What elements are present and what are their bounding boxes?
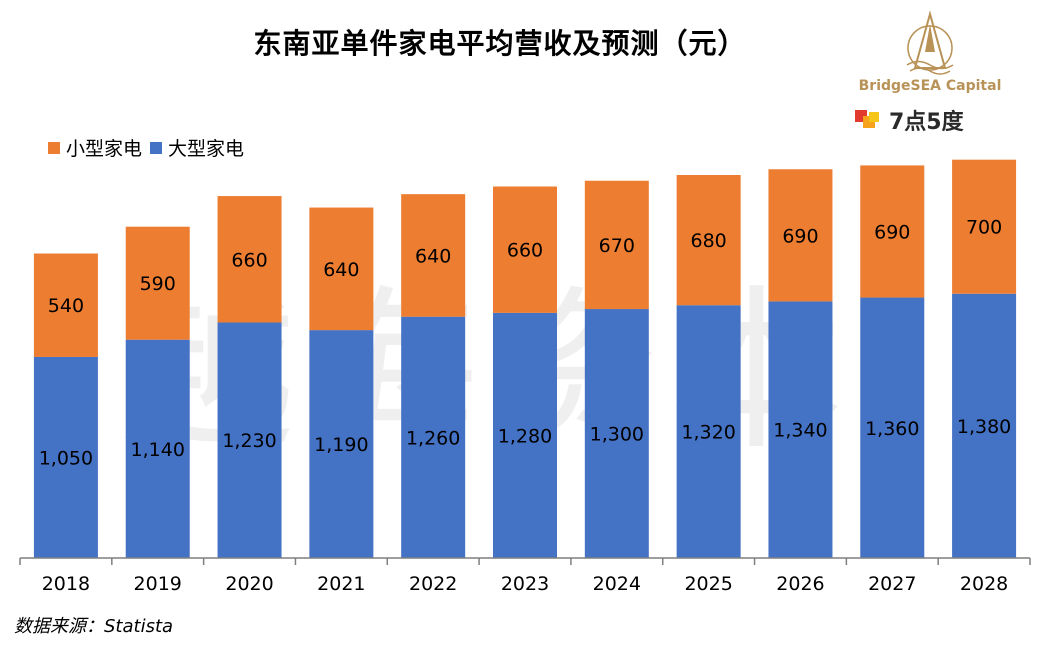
legend-swatch-small — [48, 141, 60, 154]
data-label-small: 590 — [140, 273, 176, 295]
bar-large — [676, 305, 741, 558]
brand-name: BridgeSEA Capital — [858, 78, 1002, 94]
bar-large — [860, 297, 925, 558]
data-label-small: 690 — [874, 221, 910, 243]
data-label-large: 1,360 — [865, 418, 919, 440]
legend: 小型家电 大型家电 — [48, 134, 252, 161]
bar-small — [125, 226, 190, 340]
x-tick-label: 2022 — [409, 573, 457, 595]
bar-small — [217, 196, 282, 323]
brand-secondary-text: 7点5度 — [889, 110, 964, 135]
bar-large — [401, 316, 466, 558]
data-label-small: 660 — [231, 249, 267, 271]
legend-item-small: 小型家电 — [48, 134, 142, 161]
bar-large — [309, 330, 374, 558]
bar-small — [952, 159, 1017, 294]
data-label-large: 1,380 — [957, 416, 1011, 438]
x-tick-label: 2025 — [684, 573, 732, 595]
data-label-small: 700 — [966, 217, 1002, 239]
bar-small — [309, 207, 374, 331]
x-tick-label: 2018 — [42, 573, 90, 595]
bar-large — [125, 339, 190, 558]
legend-item-large: 大型家电 — [150, 134, 244, 161]
data-label-small: 670 — [599, 235, 635, 257]
data-label-large: 1,140 — [131, 439, 185, 461]
data-source: 数据来源：Statista — [14, 616, 174, 637]
bar-small — [768, 169, 833, 302]
data-label-large: 1,320 — [681, 422, 735, 444]
data-label-small: 640 — [415, 245, 451, 267]
bar-small — [584, 180, 649, 310]
legend-label-large: 大型家电 — [168, 138, 245, 160]
legend-label-small: 小型家电 — [66, 138, 143, 160]
bar-small — [860, 165, 925, 298]
data-label-large: 1,340 — [773, 420, 827, 442]
data-label-small: 680 — [691, 230, 727, 252]
bar-large — [768, 301, 833, 558]
data-label-small: 660 — [507, 240, 543, 262]
data-label-large: 1,280 — [498, 425, 552, 447]
x-tick-label: 2024 — [593, 573, 641, 595]
bar-small — [401, 194, 466, 317]
seven-point-five-logo-icon — [855, 110, 879, 128]
data-label-large: 1,260 — [406, 427, 460, 449]
bar-large — [493, 312, 557, 558]
bar-large — [584, 309, 649, 558]
compass-star-icon — [906, 10, 954, 75]
data-label-large: 1,230 — [222, 430, 276, 452]
brand-secondary: 7点5度 — [855, 104, 964, 136]
bar-small — [676, 175, 741, 306]
data-label-large: 1,300 — [590, 424, 644, 446]
bar-large — [217, 322, 282, 558]
x-tick-label: 2020 — [225, 573, 273, 595]
x-tick-label: 2019 — [134, 573, 182, 595]
x-tick-label: 2027 — [868, 573, 916, 595]
chart-title: 东南亚单件家电平均营收及预测（元） — [253, 27, 747, 60]
data-label-small: 690 — [782, 225, 818, 247]
data-label-large: 1,050 — [39, 447, 93, 469]
bar-large — [952, 293, 1017, 558]
legend-swatch-large — [150, 141, 163, 154]
brand-logo: BridgeSEA Capital 7点5度 — [855, 10, 1005, 135]
bar-small — [493, 186, 557, 313]
x-tick-label: 2023 — [501, 573, 549, 595]
x-tick-label: 2021 — [317, 573, 365, 595]
bar-small — [33, 253, 98, 357]
data-label-large: 1,190 — [314, 434, 368, 456]
bar-large — [33, 356, 98, 558]
x-tick-label: 2028 — [960, 573, 1008, 595]
data-label-small: 540 — [48, 295, 84, 317]
x-tick-label: 2026 — [776, 573, 824, 595]
data-label-small: 640 — [323, 259, 359, 281]
